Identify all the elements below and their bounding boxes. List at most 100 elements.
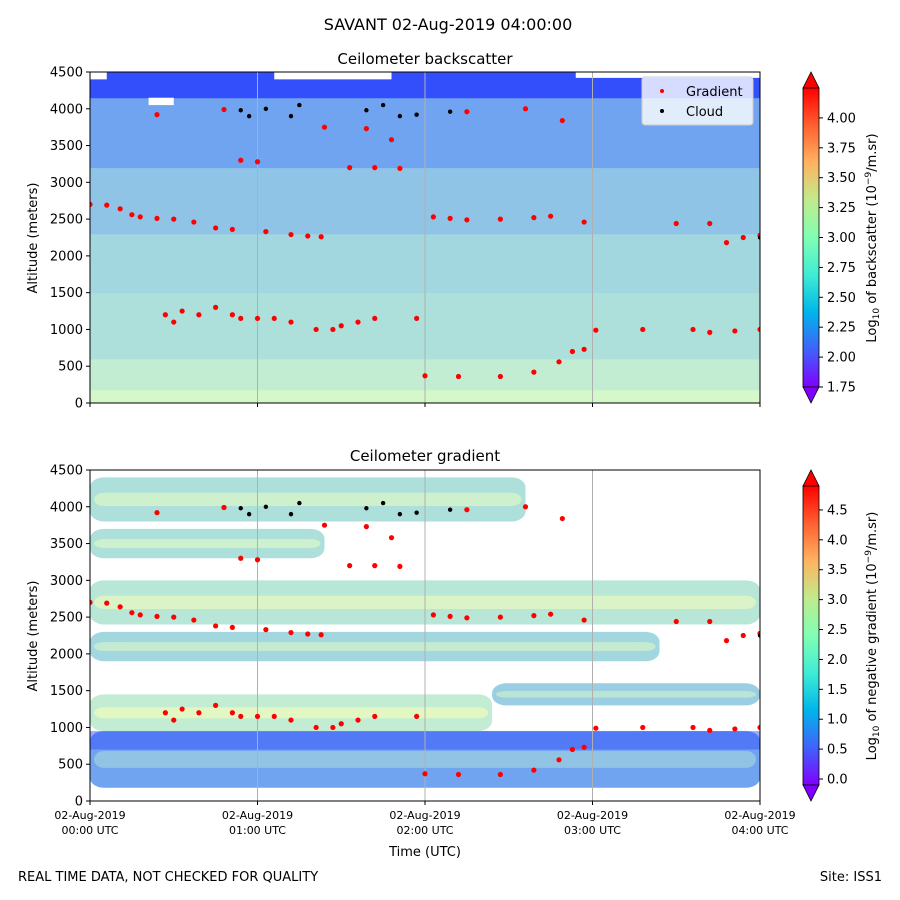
gradient-point: [305, 233, 311, 239]
colorbar-tick-label: 3.0: [827, 593, 848, 608]
gradient-point: [447, 613, 453, 619]
gradient-point: [569, 348, 576, 355]
y-tick-label: 1500: [50, 684, 83, 699]
gradient-point: [707, 220, 713, 227]
cloud-point: [297, 102, 302, 108]
cloud-point: [757, 633, 760, 638]
cloud-point: [397, 113, 403, 119]
y-tick-label: 1000: [50, 721, 83, 736]
gradient-point: [288, 319, 294, 325]
gradient-colorbar-extend-min: [802, 784, 820, 802]
gradient-point: [117, 604, 123, 610]
gradient-point: [238, 713, 244, 720]
gradient-point: [338, 721, 344, 727]
gradient-colorbar-extend-max: [802, 469, 820, 487]
backscatter-x-axis: [89, 403, 761, 407]
gradient-point: [414, 315, 420, 322]
gradient-point: [254, 557, 261, 563]
x-tick-label-date: 02-Aug-2019: [222, 809, 293, 822]
y-tick-label: 1500: [50, 286, 83, 301]
gradient-point: [229, 710, 235, 716]
gradient-point: [254, 315, 261, 322]
gradient-point: [740, 632, 746, 639]
x-tick-label-date: 02-Aug-2019: [389, 809, 460, 822]
cloud-point: [397, 511, 403, 517]
gradient-point: [640, 724, 646, 731]
gradient-colorbar: 0.0 0.5 1.0 1.5 2.0 2.5 3.0 3.5 4.0 4.5 Log10 of …: [802, 469, 882, 802]
gradient-point: [723, 638, 730, 644]
y-tick-label: 4500: [50, 66, 83, 81]
gradient-point: [422, 771, 428, 777]
backscatter-colorbar-extend-max: [802, 71, 820, 89]
gradient-point: [455, 771, 462, 778]
gradient-panel: Ceilometer gradient 0 500 1000 1500 2000 2500…: [26, 447, 882, 860]
colorbar-tick-label: 4.0: [827, 533, 848, 548]
legend-gradient-marker: [660, 89, 664, 93]
gradient-point: [559, 117, 565, 124]
gradient-point: [347, 165, 353, 171]
backscatter-colorbar: 1.75 2.00 2.25 2.50 2.75 3.00 3.25 3.50 3.75 4.00…: [802, 71, 882, 404]
cloud-point: [380, 102, 386, 108]
gradient-point: [213, 702, 219, 708]
cloud-point: [288, 113, 294, 119]
gradient-point: [556, 359, 562, 365]
colorbar-tick-label: 3.5: [827, 563, 848, 578]
gradient-point: [238, 315, 244, 322]
gradient-point: [397, 165, 403, 171]
gradient-y-axis: 0 500 1000 1500 2000 2500 3000 3500 4000 4500: [50, 464, 90, 810]
gradient-point: [321, 124, 328, 130]
cloud-point: [246, 113, 252, 119]
gradient-point: [430, 214, 436, 220]
gradient-point: [455, 373, 462, 380]
gradient-point: [740, 234, 746, 241]
gradient-point: [179, 706, 185, 712]
gradient-point: [318, 234, 324, 240]
gradient-point: [90, 599, 93, 605]
gradient-point: [548, 213, 554, 219]
gradient-point: [313, 724, 319, 731]
gradient-point: [673, 618, 679, 625]
gradient-point: [271, 315, 277, 322]
gradient-point: [581, 219, 587, 225]
x-tick-label-time: 04:00 UTC: [731, 824, 788, 837]
y-tick-label: 1000: [50, 323, 83, 338]
colorbar-tick-label: 0.0: [827, 773, 848, 788]
gradient-title: Ceilometer gradient: [350, 447, 500, 465]
gradient-point: [305, 631, 311, 637]
figure-suptitle: SAVANT 02-Aug-2019 04:00:00: [324, 15, 573, 34]
gradient-point: [229, 624, 235, 631]
gradient-point: [531, 215, 537, 221]
gradient-band-core: [94, 492, 522, 507]
backscatter-colorbar-extend-min: [802, 386, 820, 404]
gradient-xlabel: Time (UTC): [388, 845, 461, 860]
cloud-point: [246, 511, 252, 517]
gradient-point: [581, 744, 587, 750]
gradient-point: [355, 319, 361, 325]
y-tick-label: 0: [75, 397, 83, 412]
gradient-point: [263, 627, 269, 633]
y-tick-label: 500: [58, 360, 83, 375]
gradient-point: [213, 623, 219, 629]
gradient-point: [254, 713, 261, 720]
gradient-point: [497, 771, 503, 778]
cloud-point: [447, 507, 453, 512]
gradient-point: [430, 612, 436, 618]
cloud-point: [288, 511, 294, 517]
gradient-point: [548, 611, 554, 617]
gradient-point: [559, 515, 565, 522]
legend: Gradient Cloud: [641, 76, 754, 126]
gradient-point: [464, 109, 470, 115]
x-tick-label-time: 02:00 UTC: [396, 824, 453, 837]
gradient-point: [179, 308, 185, 314]
gradient-point: [556, 757, 562, 763]
gradient-point: [191, 617, 197, 623]
gradient-point: [196, 710, 202, 716]
cloud-point: [238, 506, 243, 511]
gradient-point: [690, 724, 696, 731]
cloud-point: [757, 235, 760, 240]
x-tick-label-date: 02-Aug-2019: [724, 809, 795, 822]
gradient-point: [581, 346, 587, 352]
gradient-point: [137, 214, 143, 220]
gradient-point: [171, 614, 177, 620]
colorbar-tick-label: 1.75: [827, 381, 856, 396]
